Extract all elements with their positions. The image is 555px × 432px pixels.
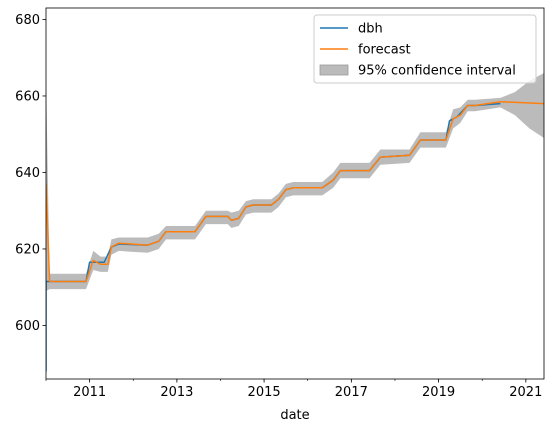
y-tick-label: 640 bbox=[15, 166, 40, 181]
y-tick-label: 660 bbox=[15, 89, 40, 104]
confidence-interval-band bbox=[46, 73, 544, 291]
series-line-forecast bbox=[46, 100, 544, 283]
legend-label: forecast bbox=[358, 43, 411, 58]
legend-label: 95% confidence interval bbox=[358, 64, 516, 79]
x-tick-label: 2011 bbox=[73, 385, 106, 400]
legend-box bbox=[313, 14, 537, 84]
x-tick-label: 2021 bbox=[509, 385, 542, 400]
x-tick-label: 2017 bbox=[335, 385, 368, 400]
y-tick-label: 600 bbox=[15, 319, 40, 334]
legend: dbh forecast 95% confidence interval bbox=[313, 14, 537, 84]
x-tick-label: 2015 bbox=[248, 385, 281, 400]
y-tick-label: 620 bbox=[15, 242, 40, 257]
x-axis-title: date bbox=[280, 408, 309, 423]
legend-swatch-ci bbox=[319, 64, 349, 76]
plot-content bbox=[46, 73, 544, 372]
x-tick-label: 2019 bbox=[422, 385, 455, 400]
axes: 600 620 640 660 680 2011 2013 2015 2017 2019 2021 bbox=[15, 7, 545, 400]
x-tick-label: 2013 bbox=[160, 385, 193, 400]
y-tick-label: 680 bbox=[15, 13, 40, 28]
legend-label: dbh bbox=[358, 22, 383, 37]
plot-frame bbox=[45, 7, 545, 380]
